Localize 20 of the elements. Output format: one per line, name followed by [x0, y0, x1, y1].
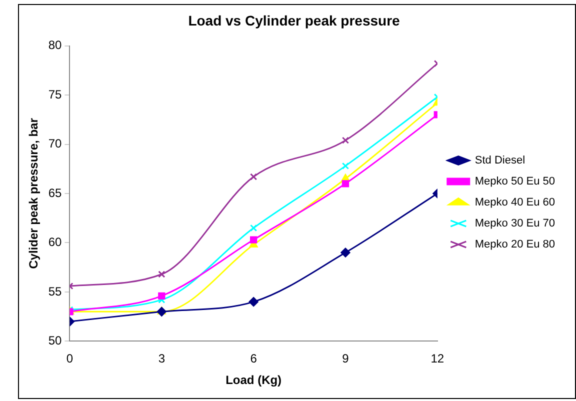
chart-title: Load vs Cylinder peak pressure — [188, 12, 400, 28]
y-tick-label: 75 — [48, 87, 62, 102]
y-tick-label: 70 — [48, 136, 62, 151]
x-axis-title: Load (Kg) — [226, 373, 282, 388]
x-tick-label: 3 — [158, 352, 166, 366]
legend-label: Mepko 50 Eu 50 — [474, 176, 556, 188]
legend-label: Mepko 40 Eu 60 — [474, 196, 556, 209]
x-tick-label: 12 — [430, 352, 444, 366]
x-tick-label: 9 — [342, 352, 350, 366]
x-tick-label: 0 — [66, 352, 74, 366]
legend-label: Std Diesel — [474, 154, 526, 167]
y-tick-label: 60 — [48, 235, 62, 250]
y-tick-label: 50 — [48, 334, 62, 348]
x-tick-label: 6 — [250, 352, 258, 366]
y-axis-title: Cylider peak pressure, bar — [26, 118, 41, 269]
y-tick-label: 65 — [48, 186, 62, 200]
y-tick-label: 55 — [48, 284, 62, 298]
legend-label: Mepko 20 Eu 80 — [474, 238, 556, 251]
y-tick-label: 80 — [48, 38, 62, 52]
legend-label: Mepko 30 Eu 70 — [474, 218, 556, 230]
